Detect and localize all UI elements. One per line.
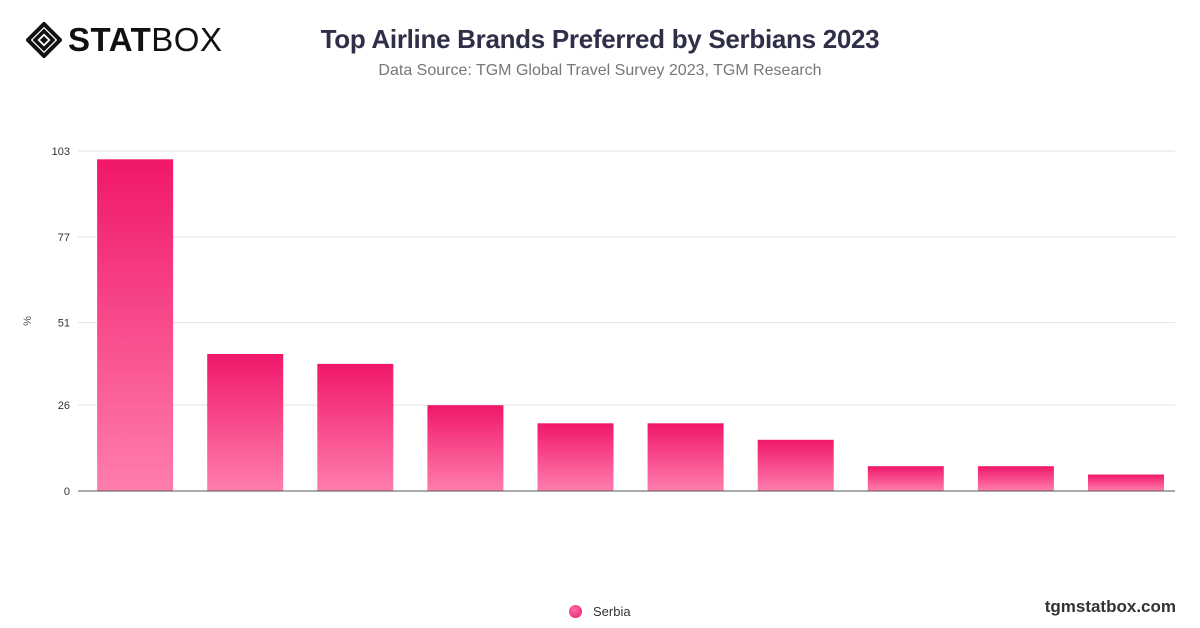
bar-5[interactable] — [537, 423, 614, 491]
bar-4[interactable] — [427, 405, 504, 491]
y-axis-title: % — [22, 316, 34, 326]
bar-10[interactable] — [1088, 474, 1164, 492]
logo-text-light: BOX — [151, 21, 223, 58]
statbox-diamond-icon — [26, 22, 62, 58]
y-tick-label: 26 — [58, 400, 70, 412]
bar-2[interactable] — [207, 354, 284, 491]
bar-7[interactable] — [757, 439, 834, 491]
bar-1[interactable] — [97, 159, 174, 492]
bar-8[interactable] — [867, 466, 944, 491]
y-tick-label: 0 — [64, 486, 70, 498]
legend[interactable]: Serbia — [569, 602, 631, 620]
bar-6[interactable] — [647, 423, 724, 491]
bar-3[interactable] — [317, 363, 394, 491]
statbox-logo[interactable]: STATBOX — [26, 22, 222, 58]
logo-wordmark: STATBOX — [68, 22, 222, 58]
y-tick-label: 51 — [58, 318, 70, 330]
chart-title: Top Airline Brands Preferred by Serbians… — [320, 24, 880, 54]
footer-site-link[interactable]: tgmstatbox.com — [1044, 597, 1176, 616]
y-axis-tick-labels: 0 26 51 77 103 — [52, 146, 70, 498]
bar-9[interactable] — [977, 466, 1054, 491]
legend-swatch-serbia — [569, 604, 582, 618]
legend-label-serbia: Serbia — [593, 603, 631, 619]
y-tick-label: 103 — [52, 146, 70, 158]
bars-serbia — [97, 159, 1164, 492]
logo-text-bold: STAT — [68, 21, 152, 58]
y-tick-label: 77 — [58, 232, 70, 244]
chart-subtitle: Data Source: TGM Global Travel Survey 20… — [378, 62, 822, 79]
